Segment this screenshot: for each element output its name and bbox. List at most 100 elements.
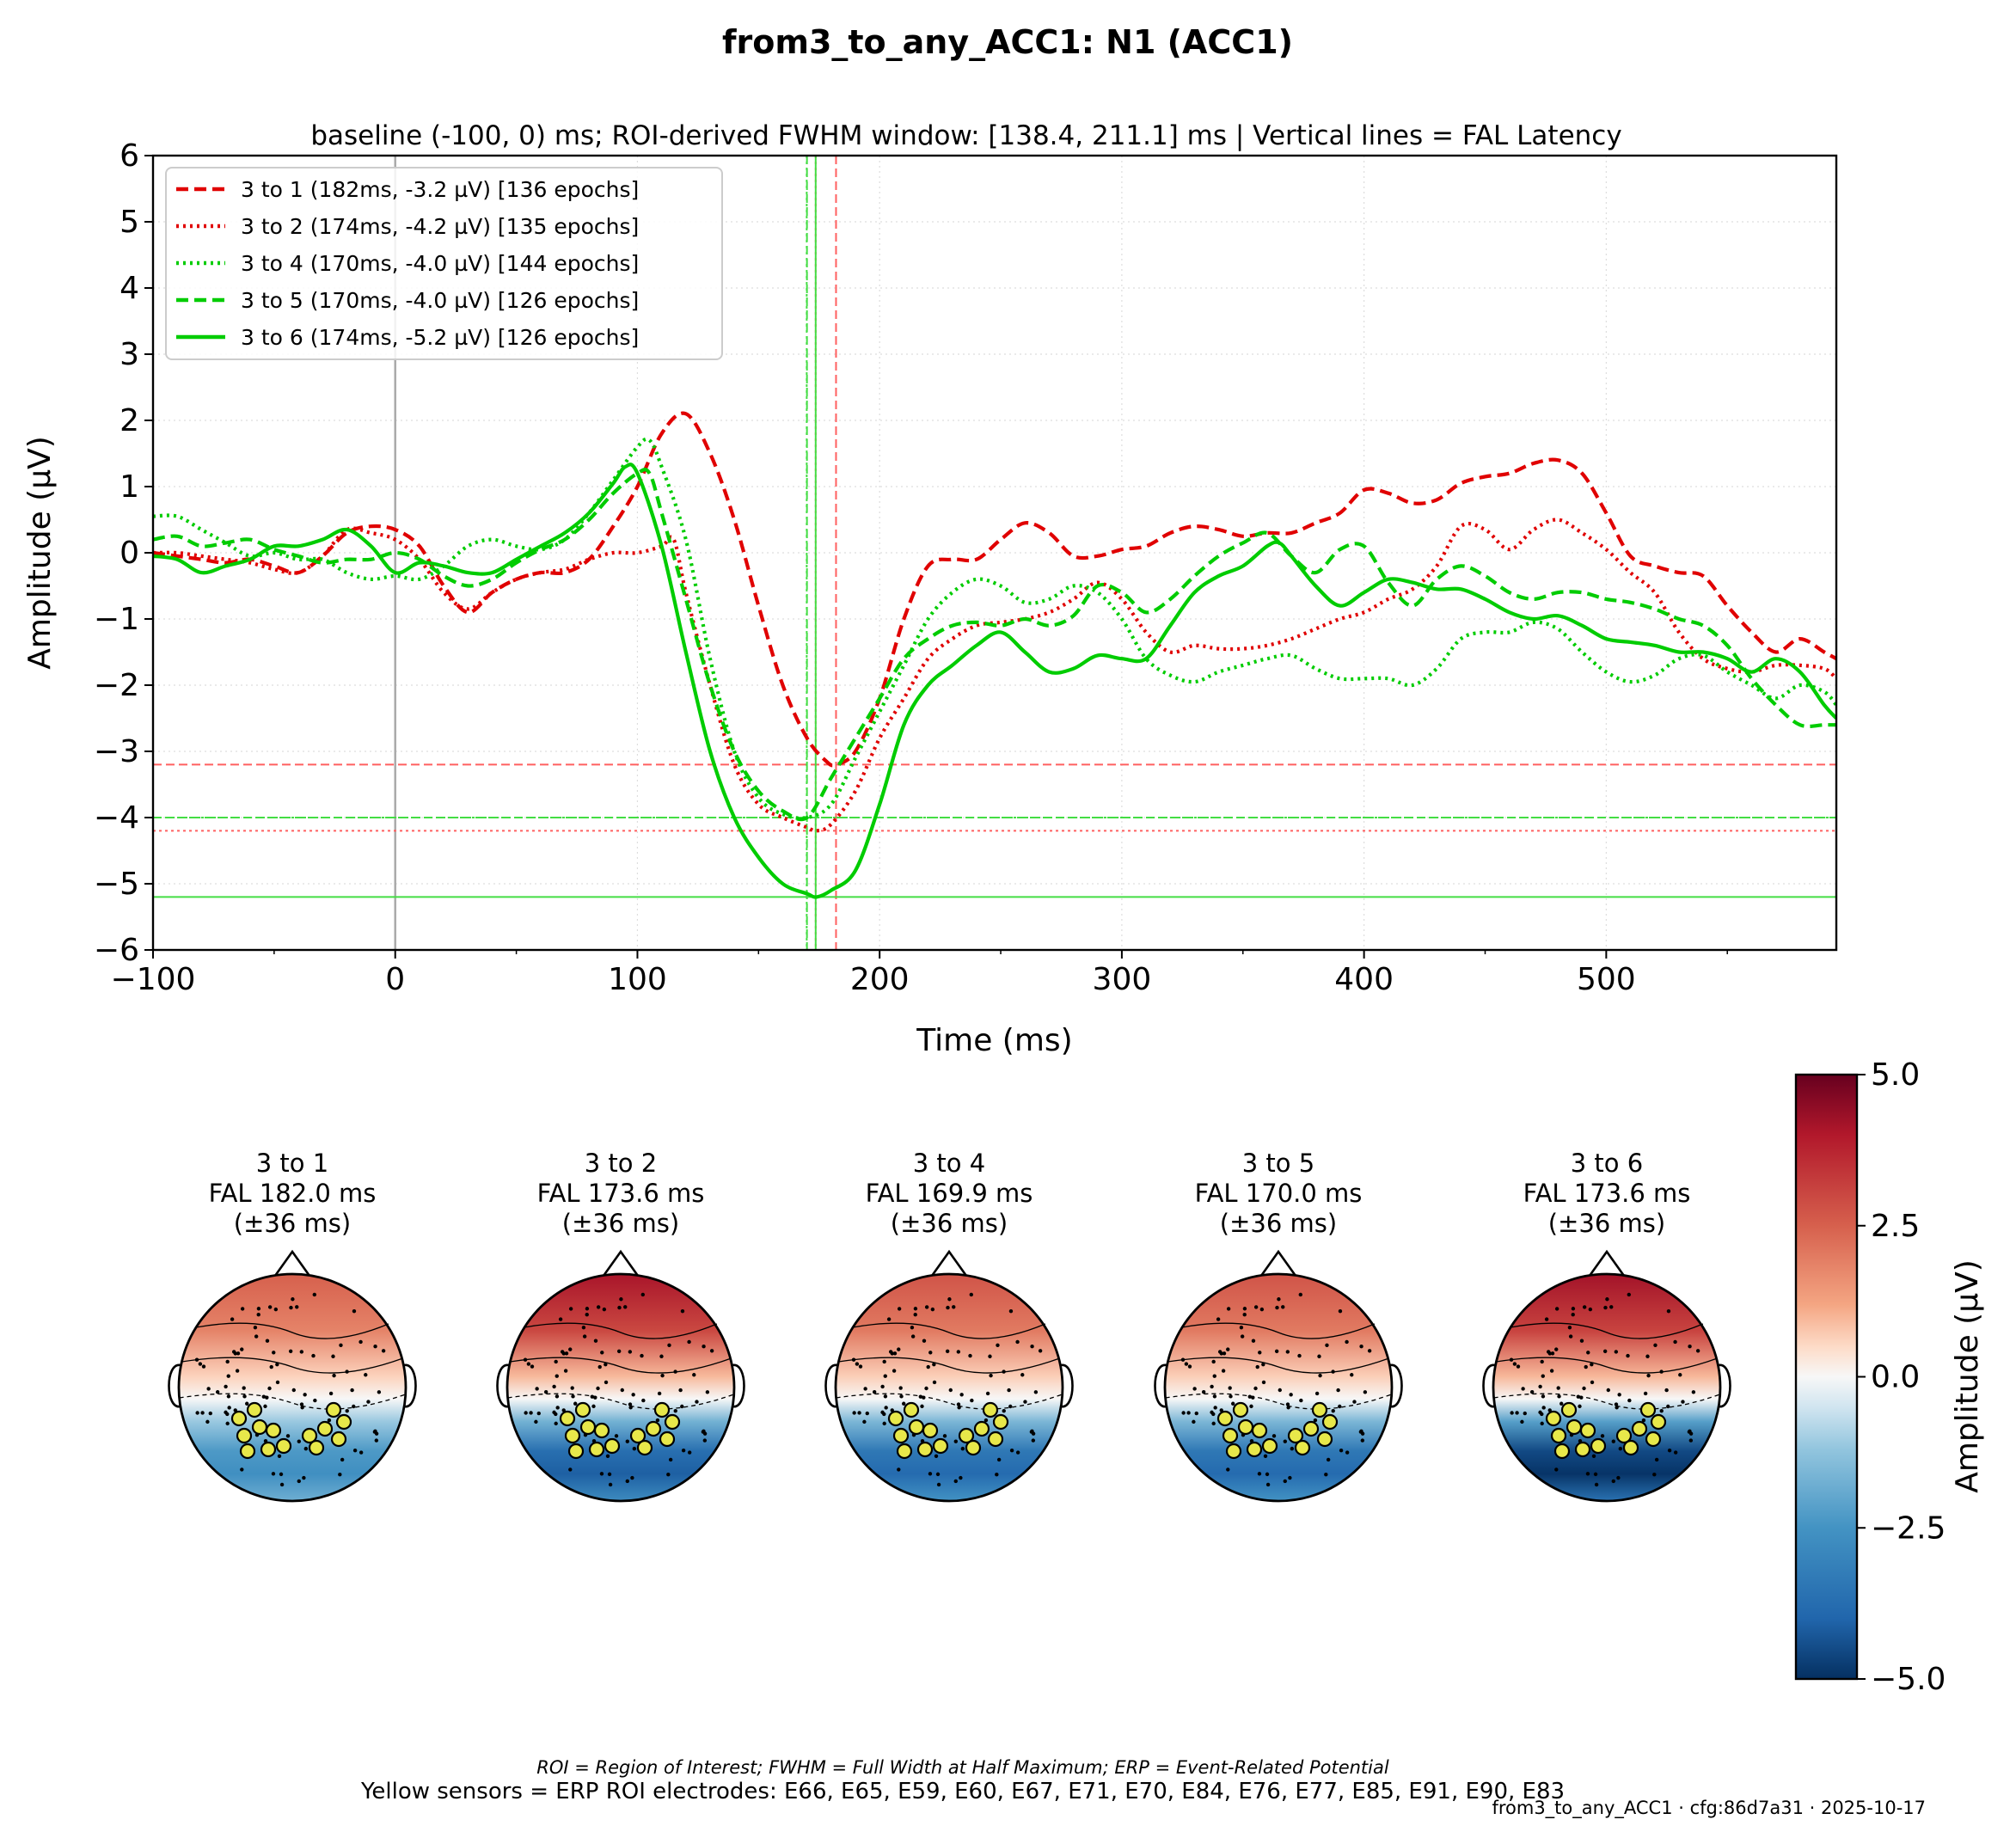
sensor-dot [1617,1393,1621,1397]
sensor-dot [597,1364,602,1369]
sensor-dot [585,1313,589,1317]
head-ear-left [168,1363,181,1408]
sensor-dot [215,1390,220,1394]
sensor-dot [1688,1345,1692,1349]
sensor-dot [543,1390,548,1394]
sensor-dot [1212,1374,1216,1378]
y-tick-label: 5 [119,205,139,240]
sensor-dot [1520,1419,1524,1424]
roi-electrode [629,1427,646,1444]
roi-electrode [308,1439,325,1456]
head-nose [273,1249,311,1277]
sensor-dot [1261,1362,1265,1367]
sensor-dot [1594,1482,1599,1487]
head-outline [1163,1272,1394,1503]
sensor-dot [205,1419,210,1424]
sensor-dot [265,1395,269,1400]
colorbar-tick-label: 2.5 [1871,1209,1920,1244]
colorbar-gradient [1794,1073,1859,1681]
roi-electrode [593,1422,610,1439]
sensor-dot [1008,1308,1014,1314]
topomap-title-line: (±36 ms) [562,1209,679,1238]
sensor-dot [1540,1359,1544,1364]
sensor-dot [1008,1404,1013,1409]
sensor-dot [327,1418,332,1423]
sensor-dot [570,1386,574,1390]
sensor-dot [692,1373,696,1377]
sensor-dot [1515,1411,1519,1415]
head-ear-left [1154,1363,1167,1408]
sensor-dot [858,1364,863,1369]
sensor-dot [1691,1390,1696,1394]
sensor-dot [605,1454,610,1458]
sensor-dot [926,1364,930,1369]
sensor-dot [560,1350,565,1354]
sensor-dot [1510,1411,1514,1415]
sensor-dot [899,1394,904,1399]
sensor-dot [195,1411,199,1415]
legend-box [165,167,723,360]
roi-electrode [659,1431,676,1448]
sensor-dot [1590,1362,1594,1367]
series-line-1 [153,411,1836,768]
y-axis-label: Amplitude (µV) [22,436,58,670]
sensor-dot [641,1398,646,1403]
x-tick-label: 100 [608,962,667,997]
roi-electrode [645,1420,662,1437]
sensor-dot [275,1362,279,1367]
sensor-dot [851,1357,856,1362]
roi-electrode [932,1437,949,1455]
sensor-dot [1247,1394,1252,1399]
sensor-dot [970,1398,974,1403]
sensor-dot [291,1297,295,1302]
sensor-dot [1201,1390,1206,1394]
sensor-dot [1274,1349,1279,1354]
sensor-dot [935,1472,941,1477]
topomap-title-line: 3 to 4 [913,1149,985,1178]
sensor-dot [1359,1429,1363,1434]
sensor-dot [1251,1339,1256,1343]
sensor-dot [1345,1339,1349,1345]
y-tick-label: −6 [94,933,139,968]
sensor-dot [563,1369,568,1373]
sensor-dot [667,1343,671,1348]
sensor-dot [1015,1339,1020,1345]
roi-electrode [251,1418,268,1436]
sensor-dot [1571,1313,1575,1317]
sensor-dot [600,1351,604,1355]
sensor-dot [1616,1475,1621,1480]
sensor-dot [936,1482,941,1487]
topomap-title-line: FAL 169.9 ms [866,1179,1033,1208]
sensor-dot [555,1394,560,1399]
sensor-dot [1187,1364,1192,1369]
sensor-dot [1688,1429,1692,1434]
roi-electrode [982,1401,999,1418]
footer-roi-electrodes: Yellow sensors = ERP ROI electrodes: E66… [360,1779,1565,1804]
sensor-dot [534,1419,538,1424]
contour-line [1181,1322,1376,1339]
sensor-dot [1615,1406,1619,1410]
roi-electrode [265,1422,282,1439]
sensor-dot [695,1400,699,1404]
y-tick-label: 2 [119,403,139,438]
sensor-dot [608,1482,613,1487]
legend-label: 3 to 2 (174ms, -4.2 µV) [135 epochs] [241,214,639,239]
sensor-dot [352,1404,356,1409]
sensor-dot [590,1394,594,1399]
sensor-dot [924,1386,928,1391]
sensor-dot [604,1380,609,1385]
figure-title: from3_to_any_ACC1: N1 (ACC1) [722,23,1293,61]
sensor-dot [279,1482,285,1487]
roi-electrode [1590,1437,1607,1455]
sensor-dot [1194,1411,1198,1416]
contour-line [838,1357,1060,1374]
head-ear-right [732,1363,745,1408]
sensor-dot [352,1308,357,1314]
roi-electrode [916,1441,934,1458]
sensor-dot [208,1411,212,1416]
sensor-dot [596,1305,601,1309]
sensor-dot [1352,1400,1357,1404]
sensor-dot [988,1354,992,1358]
roi-electrode [965,1439,982,1456]
sensor-dot [295,1305,299,1309]
